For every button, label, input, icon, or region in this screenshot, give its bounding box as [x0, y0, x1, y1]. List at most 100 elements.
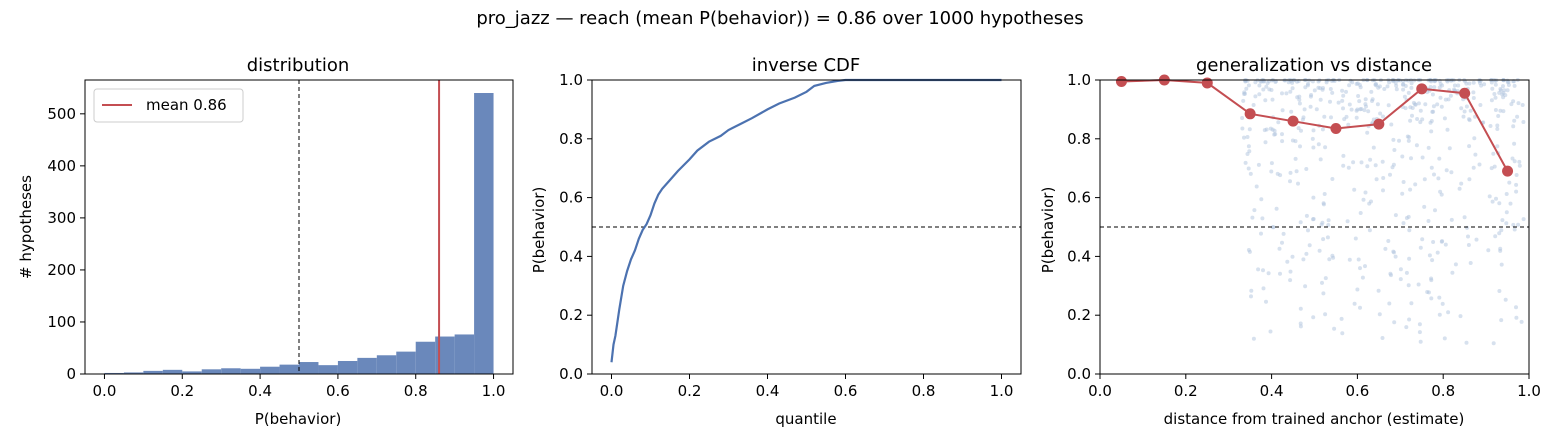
scatter-point [1328, 99, 1332, 104]
scatter-point [1501, 84, 1505, 89]
scatter-point [1492, 92, 1497, 96]
scatter-point [1509, 102, 1514, 107]
distribution-plot-area: 0.0 0.2 0.4 0.6 0.8 1.0 0 100 200 300 400 500 mean 0… [47, 79, 514, 400]
scatter-point [1251, 103, 1256, 107]
inverse-cdf-xtick-label: 0.2 [678, 382, 702, 400]
scatter-point [1330, 177, 1335, 181]
scatter-point [1406, 214, 1411, 219]
scatter-point [1241, 98, 1246, 103]
generalization-xtick-label: 0.6 [1345, 382, 1369, 400]
scatter-point [1464, 104, 1469, 109]
scatter-point [1442, 336, 1447, 341]
scatter-point [1495, 123, 1500, 128]
scatter-point [1440, 83, 1445, 88]
scatter-point [1352, 187, 1357, 192]
scatter-point [1250, 215, 1255, 220]
scatter-point [1326, 223, 1331, 227]
scatter-point [1443, 97, 1448, 102]
scatter-point [1306, 228, 1310, 233]
scatter-point [1382, 87, 1387, 91]
scatter-point [1504, 210, 1509, 215]
scatter-point [1290, 138, 1295, 143]
scatter-point [1416, 101, 1421, 106]
scatter-point [1400, 154, 1405, 159]
generalization-xtick-label: 0.0 [1088, 382, 1112, 400]
scatter-point [1511, 222, 1516, 227]
scatter-point [1482, 82, 1487, 87]
binned-mean-marker [1416, 83, 1428, 95]
scatter-point [1347, 83, 1352, 88]
scatter-point [1512, 159, 1517, 164]
scatter-point [1456, 83, 1461, 88]
scatter-point [1290, 86, 1295, 91]
scatter-point [1426, 290, 1431, 295]
scatter-point [1503, 93, 1508, 98]
panel-generalization: generalization vs distance 0.0 0.2 0.4 0.6 0… [1039, 55, 1541, 428]
scatter-point [1380, 159, 1385, 164]
scatter-point [1428, 120, 1433, 125]
scatter-point [1298, 321, 1303, 326]
scatter-point [1326, 218, 1331, 223]
scatter-point [1499, 262, 1504, 267]
scatter-point [1305, 83, 1310, 88]
scatter-point [1489, 98, 1494, 103]
histogram-bar [396, 351, 416, 374]
inverse-cdf-plot-area: 0.0 0.2 0.4 0.6 0.8 1.0 0.0 0.2 0.4 0.6 0.8 1.0 [559, 71, 1022, 400]
inverse-cdf-ylabel: P(behavior) [530, 187, 548, 274]
scatter-point [1261, 286, 1266, 291]
scatter-point [1388, 172, 1392, 177]
scatter-point [1428, 85, 1433, 89]
scatter-point [1415, 117, 1420, 121]
scatter-point [1268, 126, 1273, 131]
scatter-point [1495, 127, 1500, 131]
scatter-point [1435, 102, 1440, 107]
scatter-point [1270, 97, 1275, 102]
scatter-point [1502, 88, 1507, 93]
scatter-point [1269, 169, 1274, 174]
scatter-point [1354, 115, 1359, 120]
scatter-point [1478, 103, 1483, 107]
distribution-xlabel: P(behavior) [255, 410, 342, 428]
scatter-point [1323, 276, 1328, 281]
scatter-point [1417, 330, 1422, 335]
scatter-point [1332, 326, 1337, 331]
scatter-point [1311, 315, 1316, 320]
scatter-point [1383, 246, 1388, 251]
scatter-point [1251, 336, 1256, 341]
scatter-point [1449, 217, 1454, 222]
scatter-point [1303, 284, 1308, 289]
scatter-point [1358, 211, 1363, 215]
scatter-point [1341, 93, 1346, 98]
scatter-point [1246, 166, 1251, 171]
scatter-point [1298, 324, 1303, 329]
scatter-point [1471, 165, 1476, 170]
scatter-point [1351, 160, 1356, 165]
scatter-point [1246, 144, 1251, 149]
scatter-point [1406, 90, 1411, 95]
panel-title-inverse-cdf: inverse CDF [752, 55, 861, 76]
scatter-point [1386, 239, 1391, 243]
scatter-point [1321, 291, 1326, 296]
scatter-point [1511, 99, 1516, 104]
scatter-point [1272, 132, 1277, 137]
scatter-point [1450, 270, 1455, 275]
inverse-cdf-ytick-label: 0.0 [559, 365, 583, 383]
scatter-point [1271, 225, 1275, 230]
scatter-point [1311, 145, 1316, 150]
scatter-point [1365, 164, 1370, 169]
scatter-point [1486, 248, 1491, 253]
scatter-point [1520, 103, 1525, 107]
scatter-point [1517, 163, 1522, 168]
scatter-point [1448, 93, 1453, 98]
scatter-point [1422, 177, 1427, 182]
distribution-xtick-label: 1.0 [482, 382, 506, 400]
scatter-point [1328, 87, 1333, 91]
scatter-point [1278, 271, 1282, 276]
scatter-point [1248, 171, 1253, 176]
scatter-point [1322, 114, 1327, 119]
scatter-point [1359, 160, 1364, 165]
scatter-point [1381, 114, 1385, 119]
scatter-point [1363, 264, 1367, 269]
scatter-point [1503, 297, 1508, 302]
generalization-plot-area: 0.0 0.2 0.4 0.6 0.8 1.0 0.0 0.2 0.4 0.6 0.8 1.0 [1067, 71, 1541, 400]
